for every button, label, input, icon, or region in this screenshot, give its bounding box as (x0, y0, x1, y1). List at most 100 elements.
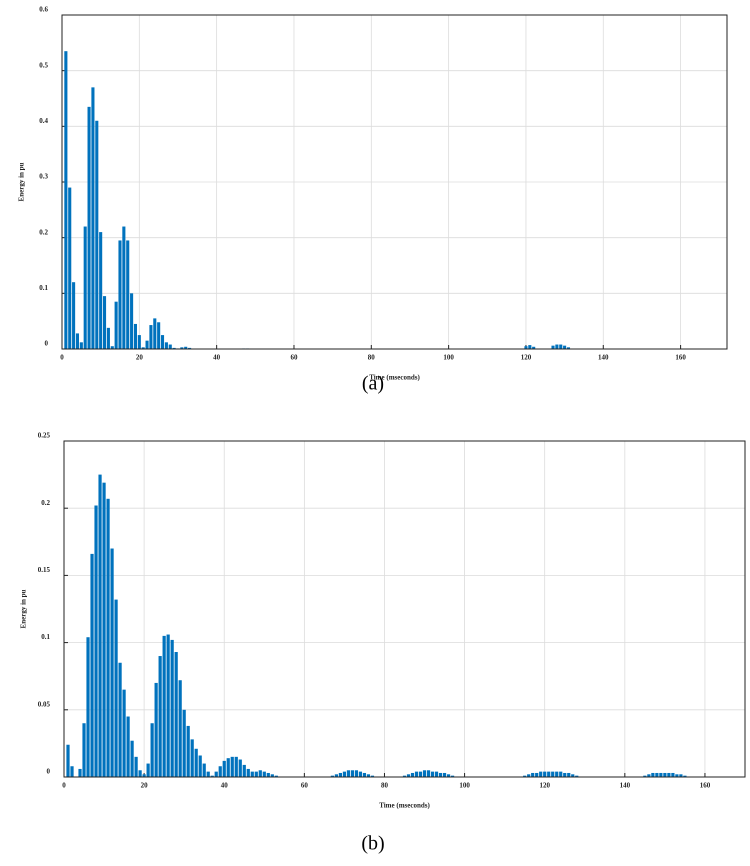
bar (527, 774, 531, 777)
x-tick-label: 20 (141, 782, 149, 790)
bar (82, 723, 86, 777)
bar (141, 347, 145, 349)
bar (90, 553, 94, 777)
bar (86, 637, 90, 777)
bar (539, 771, 543, 777)
x-tick-label: 100 (443, 354, 454, 362)
bar (675, 774, 679, 777)
bar (126, 240, 130, 349)
bar (153, 318, 157, 349)
bar (114, 599, 118, 777)
bar (671, 772, 675, 777)
bar (354, 770, 359, 777)
bar (410, 772, 415, 777)
bar (402, 775, 407, 777)
bar (206, 771, 210, 777)
x-tick-label: 60 (301, 782, 309, 790)
plot-frame (63, 440, 746, 778)
caption: (a) (362, 373, 384, 395)
bar (250, 771, 254, 777)
bar (430, 771, 435, 777)
bar (178, 680, 182, 777)
bar (362, 772, 367, 777)
bar (555, 771, 559, 777)
bar (651, 772, 655, 777)
bar (567, 772, 571, 777)
bar (166, 634, 170, 777)
bar (94, 505, 98, 777)
bar (226, 758, 230, 777)
bar (188, 347, 192, 349)
bar (154, 682, 158, 777)
bar (79, 342, 83, 349)
bar (663, 772, 667, 777)
bar (162, 635, 166, 777)
bar (137, 335, 141, 349)
bar (643, 775, 647, 777)
bar (174, 652, 178, 777)
bar (64, 51, 68, 349)
y-tick-label: 0.2 (41, 499, 50, 507)
bar (535, 772, 539, 777)
bar (157, 322, 161, 349)
y-tick-label: 0.6 (39, 6, 48, 14)
bar (563, 345, 567, 349)
bar (170, 639, 174, 777)
bar (679, 774, 683, 777)
y-axis-label: Energy in pu (18, 162, 26, 201)
bar (214, 771, 218, 777)
bar (75, 333, 80, 349)
bar (575, 775, 579, 777)
bar (270, 774, 274, 777)
bar (186, 725, 190, 777)
bar (95, 120, 99, 350)
x-tick-label: 120 (539, 782, 550, 790)
bar (133, 323, 138, 349)
y-tick-label: 0.25 (38, 432, 51, 440)
x-tick-label: 40 (213, 354, 221, 362)
bar (559, 771, 563, 777)
bar (551, 345, 555, 349)
bar (118, 240, 122, 349)
bar (358, 771, 363, 777)
bar (563, 772, 567, 777)
bar (418, 771, 423, 777)
bar (422, 770, 427, 777)
x-tick-label: 140 (620, 782, 631, 790)
bar (91, 87, 95, 349)
y-tick-label: 0.1 (39, 284, 48, 292)
bar (230, 756, 234, 777)
bar (210, 775, 214, 777)
bar (218, 766, 222, 777)
bar (330, 775, 334, 777)
bar (102, 482, 106, 777)
bar (168, 344, 172, 349)
bar (274, 775, 278, 777)
bar (87, 106, 91, 349)
y-tick-label: 0.15 (38, 566, 51, 574)
bar (406, 774, 411, 777)
y-tick-label: 0.1 (41, 633, 50, 641)
bar (98, 474, 102, 777)
x-tick-label: 120 (521, 354, 532, 362)
bar (70, 766, 74, 777)
x-tick-label: 80 (381, 782, 389, 790)
y-tick-label: 0.05 (38, 700, 51, 708)
x-tick-label: 20 (136, 354, 144, 362)
y-axis-label: Energy in pu (20, 589, 28, 628)
bar (532, 346, 536, 349)
bar (442, 772, 447, 777)
y-tick-label: 0 (45, 340, 49, 348)
bar (234, 756, 238, 777)
bar (559, 344, 563, 349)
bar (450, 775, 455, 777)
bar (659, 772, 663, 777)
x-tick-label: 80 (368, 354, 376, 362)
bar (258, 770, 262, 777)
bar (122, 689, 126, 777)
bar (130, 740, 134, 777)
bar (414, 771, 419, 777)
x-tick-label: 0 (60, 354, 64, 362)
bar (66, 744, 70, 777)
bar (446, 774, 451, 777)
